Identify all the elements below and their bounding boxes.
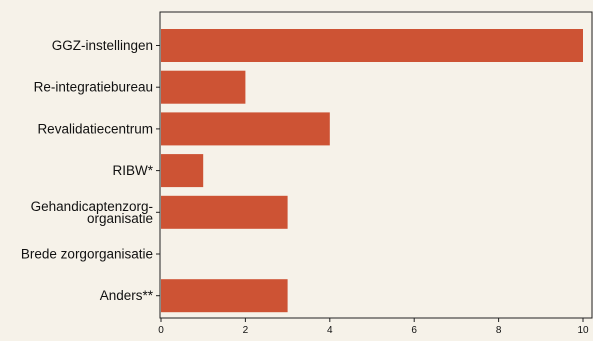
x-tick-label-1: 2 xyxy=(243,325,249,336)
x-tick-label-2: 4 xyxy=(327,325,333,336)
bar-3 xyxy=(161,154,204,188)
bar-6 xyxy=(161,279,288,313)
category-label-6: Anders** xyxy=(100,288,154,303)
plot-area xyxy=(159,11,593,319)
x-tick-label-4: 8 xyxy=(496,325,502,336)
bar-4 xyxy=(161,195,288,229)
bar-2 xyxy=(161,112,330,146)
category-label-1: Re-integratiebureau xyxy=(34,80,153,95)
x-axis: 0 2 4 6 8 10 xyxy=(158,318,589,336)
bar-1 xyxy=(161,70,246,104)
y-axis: GGZ-instellingen Re-integratiebureau Reval… xyxy=(21,38,160,303)
x-tick-label-3: 6 xyxy=(411,325,417,336)
category-label-5: Brede zorgorganisatie xyxy=(21,247,153,262)
x-tick-label-5: 10 xyxy=(577,325,589,336)
category-label-2: Revalidatiecentrum xyxy=(37,121,153,136)
category-label-4: Gehandicaptenzorg-organisatie xyxy=(31,199,153,226)
x-tick-label-0: 0 xyxy=(158,325,164,336)
category-label-3: RIBW* xyxy=(113,163,154,178)
bars-group xyxy=(161,29,583,313)
category-label-0: GGZ-instellingen xyxy=(52,38,153,53)
bar-0 xyxy=(161,29,583,62)
